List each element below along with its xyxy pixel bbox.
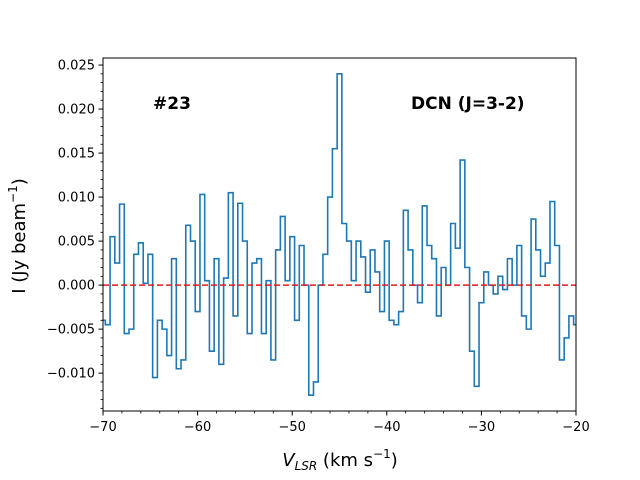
y-tick-label: 0.010 [58,191,95,206]
y-axis-ticks: −0.010 −0.005 0.000 0.005 0.010 0.015 0.020 0.0… [47,59,103,409]
y-tick-label: −0.010 [47,367,95,382]
y-tick-label: 0.000 [58,279,95,294]
y-tick-label: 0.020 [58,103,95,118]
x-tick-label: −40 [373,420,400,435]
source-id-annotation: #23 [153,94,191,114]
line-name-annotation: DCN (J=3-2) [411,94,525,114]
y-tick-label: −0.005 [47,323,95,338]
plot-layer [103,73,576,396]
y-axis-label: I (Jy beam−1) [6,178,30,294]
x-tick-label: −60 [184,420,211,435]
y-tick-label: 0.005 [58,235,95,250]
spectrum-line [103,73,576,396]
x-axis-label: VLSR (km s−1) [282,447,398,473]
y-tick-label: 0.015 [58,147,95,162]
y-tick-label: 0.025 [58,59,95,74]
plot-frame [102,57,577,412]
x-tick-label: −50 [278,420,305,435]
x-tick-label: −30 [468,420,495,435]
x-tick-label: −70 [89,420,116,435]
x-tick-label: −20 [562,420,589,435]
x-axis-ticks: −70 −60 −50 −40 −30 −20 [89,411,590,435]
